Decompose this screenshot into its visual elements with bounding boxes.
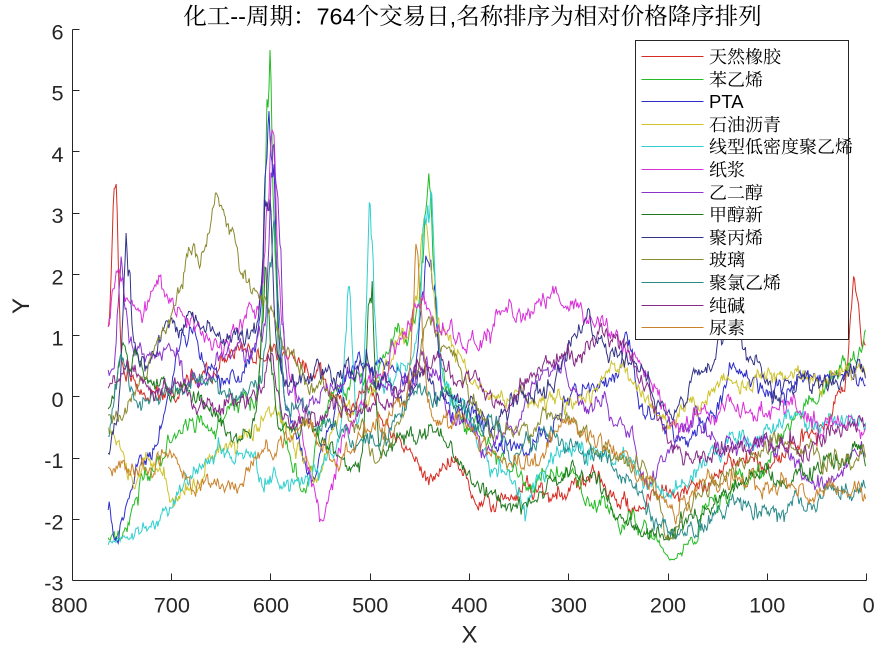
svg-text:764: 764 [317, 3, 356, 29]
svg-text:500: 500 [352, 592, 388, 617]
svg-text:-2: -2 [44, 509, 63, 534]
svg-text:2: 2 [51, 264, 63, 289]
svg-text:0: 0 [863, 592, 875, 617]
svg-text:-3: -3 [44, 571, 63, 596]
svg-text:PTA: PTA [709, 91, 744, 112]
svg-text:Y: Y [8, 298, 35, 314]
svg-text:400: 400 [451, 592, 487, 617]
svg-text:--: -- [230, 3, 246, 29]
svg-text:3: 3 [51, 203, 63, 228]
svg-text:100: 100 [749, 592, 785, 617]
svg-text:5: 5 [51, 81, 63, 106]
svg-text:600: 600 [253, 592, 289, 617]
svg-text:-1: -1 [44, 448, 63, 473]
svg-text:1: 1 [51, 326, 63, 351]
svg-text:800: 800 [51, 592, 87, 617]
svg-text:4: 4 [51, 142, 63, 167]
svg-text:300: 300 [551, 592, 587, 617]
svg-text:700: 700 [154, 592, 190, 617]
svg-text:X: X [461, 622, 477, 649]
svg-text:0: 0 [51, 387, 63, 412]
svg-text:6: 6 [51, 20, 63, 45]
svg-text:200: 200 [650, 592, 686, 617]
svg-text:,: , [450, 3, 457, 29]
